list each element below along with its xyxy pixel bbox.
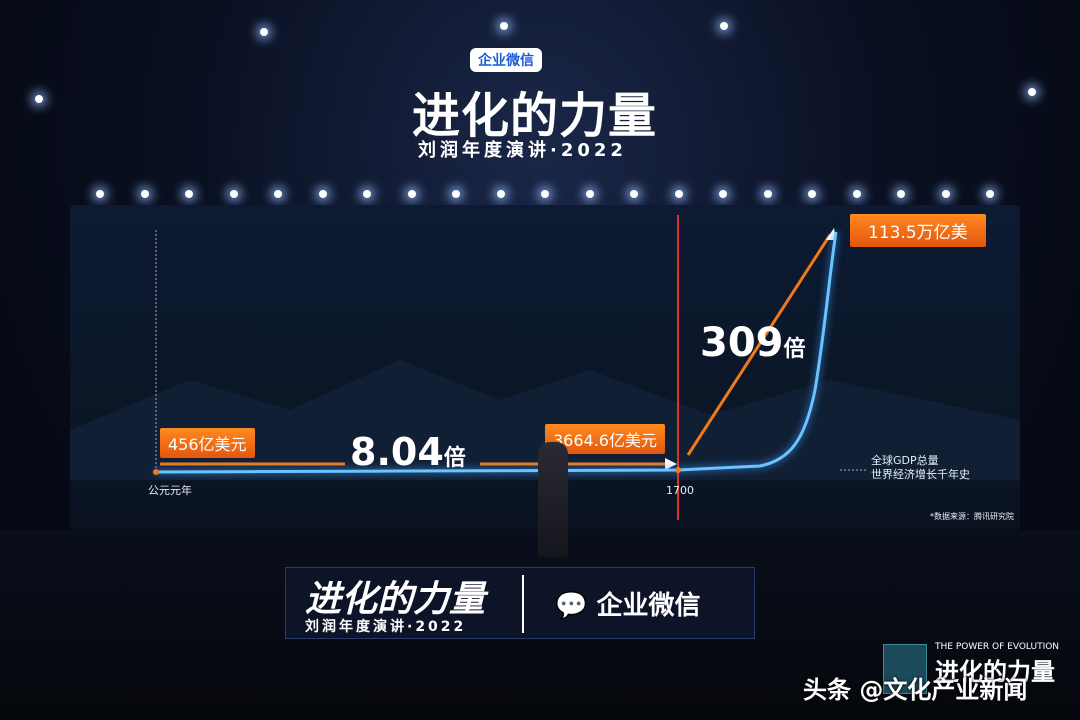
stage-light bbox=[500, 22, 508, 30]
stage-light bbox=[96, 190, 104, 198]
stage-light bbox=[35, 95, 43, 103]
stage-light bbox=[852, 190, 861, 198]
point-year-1 bbox=[153, 469, 159, 475]
stage-light bbox=[407, 190, 416, 198]
corner-tagline: THE POWER OF EVOLUTION bbox=[935, 642, 1060, 652]
stage-light bbox=[986, 190, 994, 198]
point-year-1700 bbox=[675, 467, 681, 473]
stage-light bbox=[808, 190, 816, 198]
arrow-head-top bbox=[826, 228, 836, 240]
watermark: 头条 @文化产业新闻 bbox=[803, 676, 1028, 704]
data-label-latest: 113.5万亿美 bbox=[850, 214, 986, 247]
stage-light bbox=[541, 190, 549, 198]
stage-light bbox=[719, 190, 727, 198]
stage-light bbox=[585, 190, 594, 198]
stage-light bbox=[140, 190, 149, 198]
data-source: *数据来源：腾讯研究院 bbox=[930, 512, 1014, 521]
stage-light bbox=[674, 190, 683, 198]
event-subtitle: 刘润年度演讲·2022 bbox=[418, 140, 627, 161]
data-label-year-1: 456亿美元 bbox=[160, 428, 255, 458]
stage-light bbox=[630, 190, 638, 198]
ratio-value: 309 bbox=[700, 320, 784, 366]
ratio-label-2: 309倍 bbox=[700, 320, 806, 366]
stage-light bbox=[185, 190, 193, 198]
event-title: 进化的力量 bbox=[412, 88, 658, 144]
stage-light bbox=[1028, 88, 1036, 96]
stage-light bbox=[496, 190, 505, 198]
ratio-unit: 倍 bbox=[443, 446, 466, 471]
bird-logo-icon bbox=[883, 644, 927, 694]
stage-light bbox=[897, 190, 905, 198]
banner-title: 进化的力量 bbox=[305, 579, 486, 620]
brand-logo: 企业微信 bbox=[470, 48, 542, 72]
arrow-head-1700 bbox=[665, 458, 677, 470]
banner-subtitle: 刘润年度演讲·2022 bbox=[305, 619, 467, 635]
gdp-series-line bbox=[155, 231, 838, 474]
corner-title: 进化的力量 bbox=[935, 658, 1055, 686]
stage-light bbox=[720, 22, 728, 30]
ratio-label-1: 8.04倍 bbox=[350, 430, 466, 474]
stage-light bbox=[318, 190, 327, 198]
x-tick-year-1: 公元元年 bbox=[148, 484, 192, 497]
speaker bbox=[538, 442, 568, 557]
stage-light bbox=[274, 190, 282, 198]
mountain-backdrop bbox=[70, 360, 1020, 480]
stage-light bbox=[941, 190, 950, 198]
chat-bubble-icon: 💬 bbox=[555, 591, 588, 621]
stage-light bbox=[763, 190, 772, 198]
ratio-value: 8.04 bbox=[350, 430, 444, 474]
x-tick-1700: 1700 bbox=[666, 484, 694, 497]
stage-light bbox=[363, 190, 371, 198]
stage-banner bbox=[285, 567, 755, 639]
stage-light bbox=[229, 190, 238, 198]
stage-light bbox=[260, 28, 268, 36]
banner-brand-text: 企业微信 bbox=[596, 591, 701, 621]
ratio-unit: 倍 bbox=[783, 337, 806, 362]
chart-subtitle: 世界经济增长千年史 bbox=[871, 468, 970, 481]
chart-title: 全球GDP总量 bbox=[871, 454, 939, 467]
banner-brand: 💬 企业微信 bbox=[555, 585, 700, 622]
stage-light bbox=[452, 190, 460, 198]
arrow-309x bbox=[686, 234, 832, 456]
banner-divider bbox=[522, 575, 524, 633]
